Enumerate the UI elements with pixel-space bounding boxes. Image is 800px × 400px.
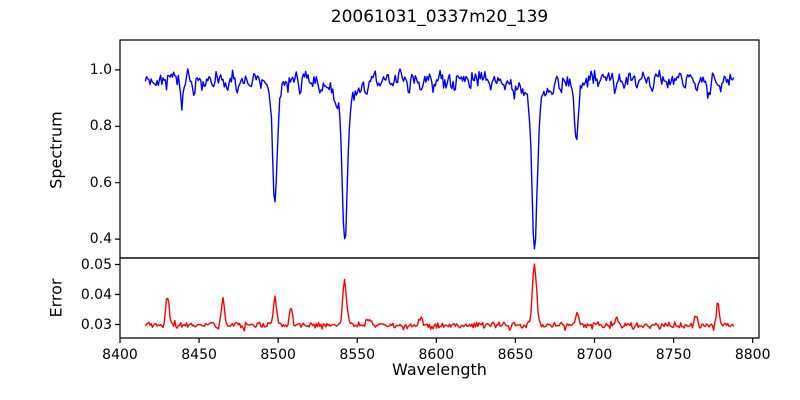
x-tick-label: 8450	[181, 347, 217, 363]
x-tick-label: 8550	[339, 347, 376, 363]
y-tick-label: 0.04	[80, 286, 112, 303]
y-axis-label-spectrum: Spectrum	[46, 111, 66, 189]
y-axis-label-error: Error	[46, 278, 66, 318]
chart-title: 20061031_0337m20_139	[330, 7, 549, 27]
x-tick-label: 8650	[497, 347, 534, 363]
y-tick-label: 1.0	[89, 61, 112, 78]
x-axis-label: Wavelength	[392, 360, 487, 379]
x-tick-label: 8400	[102, 347, 138, 363]
x-tick-label: 8700	[576, 347, 613, 363]
x-tick-label: 8600	[418, 347, 455, 363]
y-tick-label: 0.8	[89, 118, 112, 135]
y-tick-label: 0.4	[89, 231, 112, 248]
y-tick-label: 0.03	[80, 316, 112, 333]
x-tick-label: 8750	[655, 347, 692, 363]
x-tick-label: 8500	[260, 347, 296, 363]
x-tick-label: 8800	[734, 347, 771, 363]
y-tick-label: 0.6	[89, 174, 112, 191]
y-tick-label: 0.05	[80, 256, 112, 273]
